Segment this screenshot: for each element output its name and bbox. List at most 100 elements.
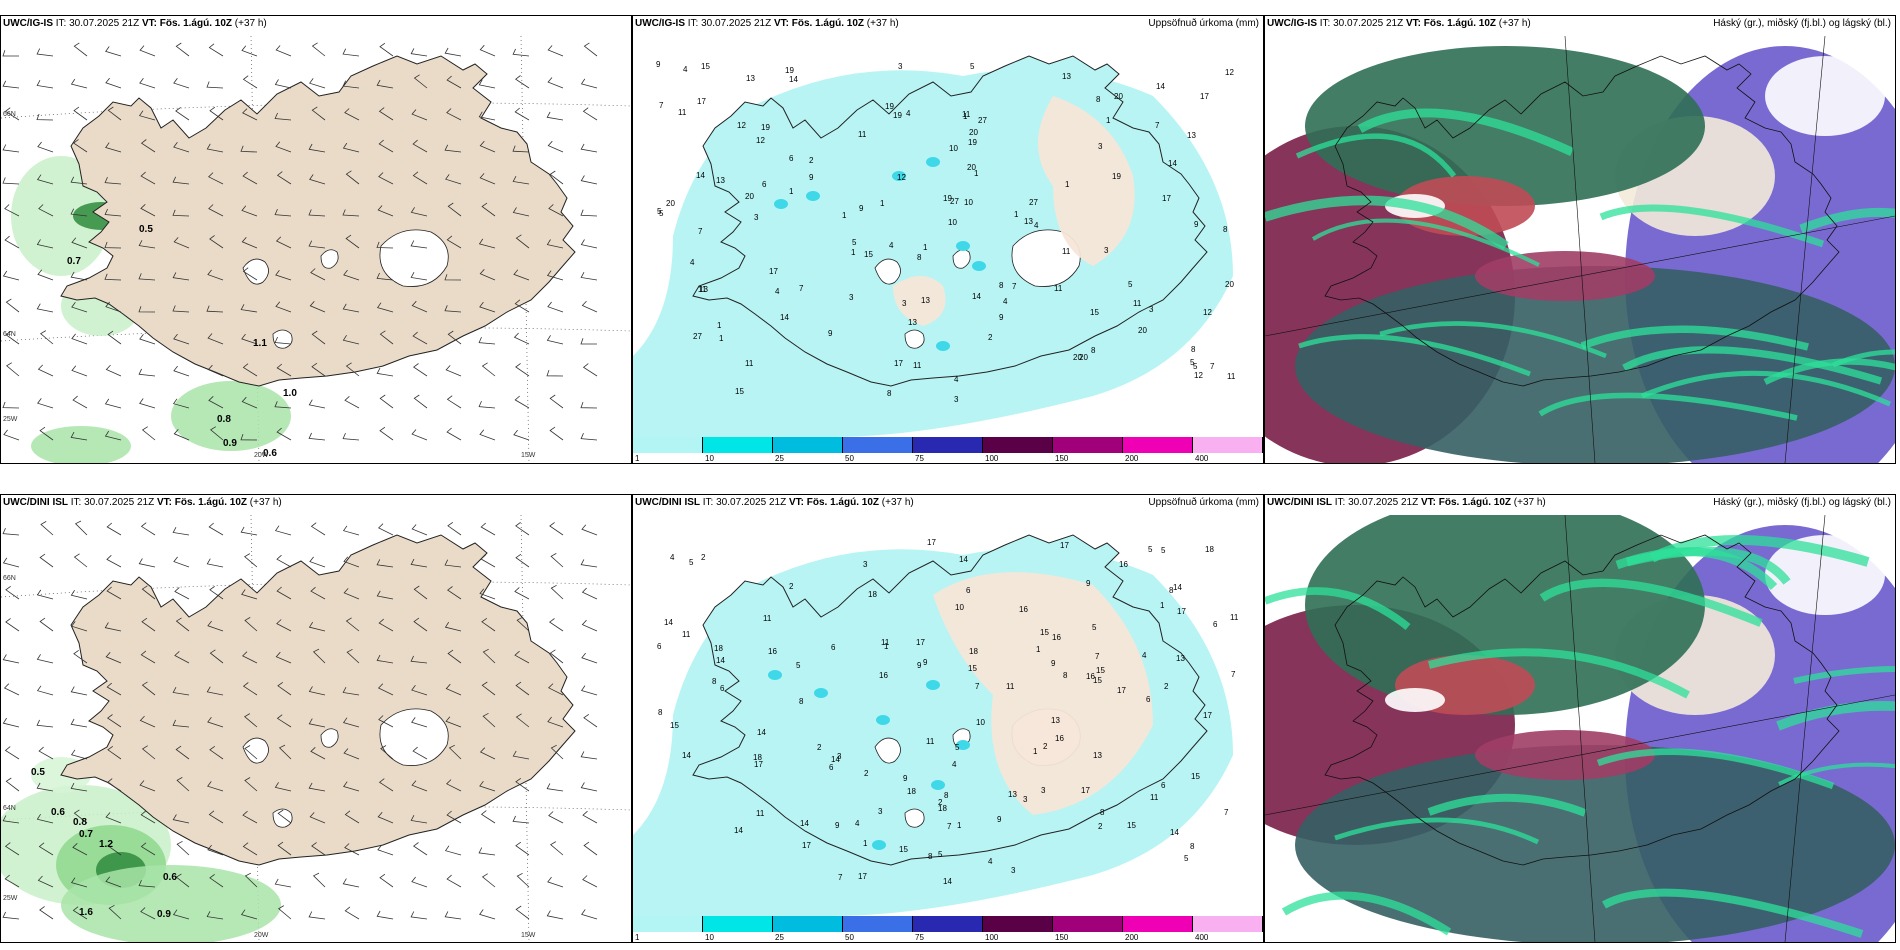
wind-barb xyxy=(105,652,122,664)
precip-spot xyxy=(872,840,886,850)
colorbar-tick-label: 10 xyxy=(705,454,714,463)
wind-barb xyxy=(104,241,122,249)
wind-barb xyxy=(208,43,224,57)
precip-amount-label: 8 xyxy=(917,253,922,262)
precip-amount-label: 5 xyxy=(1190,358,1195,367)
wind-barb xyxy=(376,367,394,377)
wind-barb xyxy=(376,910,394,920)
wind-barb xyxy=(140,139,156,153)
wind-barb xyxy=(481,202,496,217)
precip-amount-label: 11 xyxy=(913,361,922,370)
precip-amount-label: 14 xyxy=(757,728,766,737)
wind-barb xyxy=(276,714,292,728)
wind-barb xyxy=(446,779,462,792)
precip-amount-label: 14 xyxy=(789,75,798,84)
glacier xyxy=(904,329,925,349)
precip-amount-label: 17 xyxy=(1200,92,1209,101)
glacier xyxy=(1011,229,1081,287)
wind-barb xyxy=(548,683,564,696)
wind-barb xyxy=(277,809,292,824)
wind-barb xyxy=(240,304,258,313)
precip-amount-label: 14 xyxy=(800,819,809,828)
colorbar-segment xyxy=(773,437,843,453)
precip-amount-label: 5 xyxy=(970,62,975,71)
wind-barb xyxy=(342,142,360,153)
wind-barb xyxy=(2,815,20,824)
precip-amount-label: 18 xyxy=(938,804,947,813)
wind-barb xyxy=(446,874,462,888)
wind-barb xyxy=(312,872,326,888)
wind-barb xyxy=(242,171,258,185)
wind-barb xyxy=(3,683,20,696)
precip-amount-label: 14 xyxy=(1170,828,1179,837)
wind-barb xyxy=(446,810,462,824)
wind-barb xyxy=(2,270,20,281)
wind-barb xyxy=(377,844,394,856)
wind-barb xyxy=(345,617,360,632)
wind-barb xyxy=(482,648,496,664)
wind-barb xyxy=(242,108,258,121)
wind-barb xyxy=(345,170,360,185)
precip-amount-label: 6 xyxy=(789,154,794,163)
precip-amount-label: 10 xyxy=(949,144,958,153)
precip-amount-label: 4 xyxy=(775,287,780,296)
colorbar-tick-label: 400 xyxy=(1195,933,1209,942)
precip-amount-label: 5 xyxy=(1148,545,1153,554)
wind-barb xyxy=(40,330,54,345)
precip-amount-label: 4 xyxy=(1003,297,1008,306)
wind-barb xyxy=(39,426,54,441)
precip-amount-label: 18 xyxy=(969,647,978,656)
wind-barb xyxy=(411,717,428,728)
wind-barb xyxy=(481,873,496,888)
cloud-contour xyxy=(1265,587,1411,630)
cloud-contour xyxy=(1334,817,1540,845)
wind-barb xyxy=(172,209,190,217)
panel-title: UWC/DINI ISL IT: 30.07.2025 21Z VT: Fös.… xyxy=(3,497,282,508)
wind-barb xyxy=(244,553,258,568)
wind-barb xyxy=(242,842,258,856)
wind-barb xyxy=(274,782,292,792)
wind-barb xyxy=(447,586,462,600)
wind-barb xyxy=(309,812,326,824)
wind-barb xyxy=(105,301,122,313)
precip-amount-label: 4 xyxy=(690,258,695,267)
wind-barb xyxy=(105,142,122,153)
precip-value-label: 0.6 xyxy=(263,448,277,459)
panel-right-title: Uppsöfnuð úrkoma (mm) xyxy=(1148,18,1259,29)
wind-barb xyxy=(344,108,360,121)
wind-barb xyxy=(580,78,598,89)
wind-barb xyxy=(140,171,156,185)
wind-barb xyxy=(2,50,19,57)
wind-barb xyxy=(278,905,292,920)
wind-barb xyxy=(550,744,564,760)
wind-barb xyxy=(104,622,122,632)
wind-barb xyxy=(583,42,598,57)
wind-barbs xyxy=(2,42,598,441)
precip-amount-label: 17 xyxy=(1162,194,1171,203)
precip-value-label: 0.8 xyxy=(73,817,87,828)
wind-barb xyxy=(73,809,88,824)
precip-spot xyxy=(956,740,970,750)
wind-barb xyxy=(70,718,88,728)
wind-barb xyxy=(344,843,360,856)
cloud-layer xyxy=(1765,56,1885,136)
colorbar-segment xyxy=(1123,437,1193,453)
wind-barb xyxy=(342,525,360,536)
precip-amount-label: 11 xyxy=(1062,247,1071,256)
precip-amount-label: 6 xyxy=(1213,620,1218,629)
wind-barb xyxy=(410,911,428,920)
precip-amount-label: 11 xyxy=(962,110,971,119)
wind-barb xyxy=(36,80,54,89)
wind-barb xyxy=(512,48,530,57)
colorbar-tick-label: 25 xyxy=(775,933,784,942)
wind-barb xyxy=(411,685,428,696)
wind-barb xyxy=(2,654,20,664)
wind-barb xyxy=(481,362,496,377)
wind-barb xyxy=(481,681,496,696)
glacier xyxy=(272,808,293,828)
colorbar-tick-label: 1 xyxy=(635,933,640,942)
precip-amount-label: 20 xyxy=(745,192,754,201)
wind-barb xyxy=(342,80,360,89)
lon-label-20: 20W xyxy=(254,452,269,459)
precip-amount-label: 11 xyxy=(1054,284,1063,293)
